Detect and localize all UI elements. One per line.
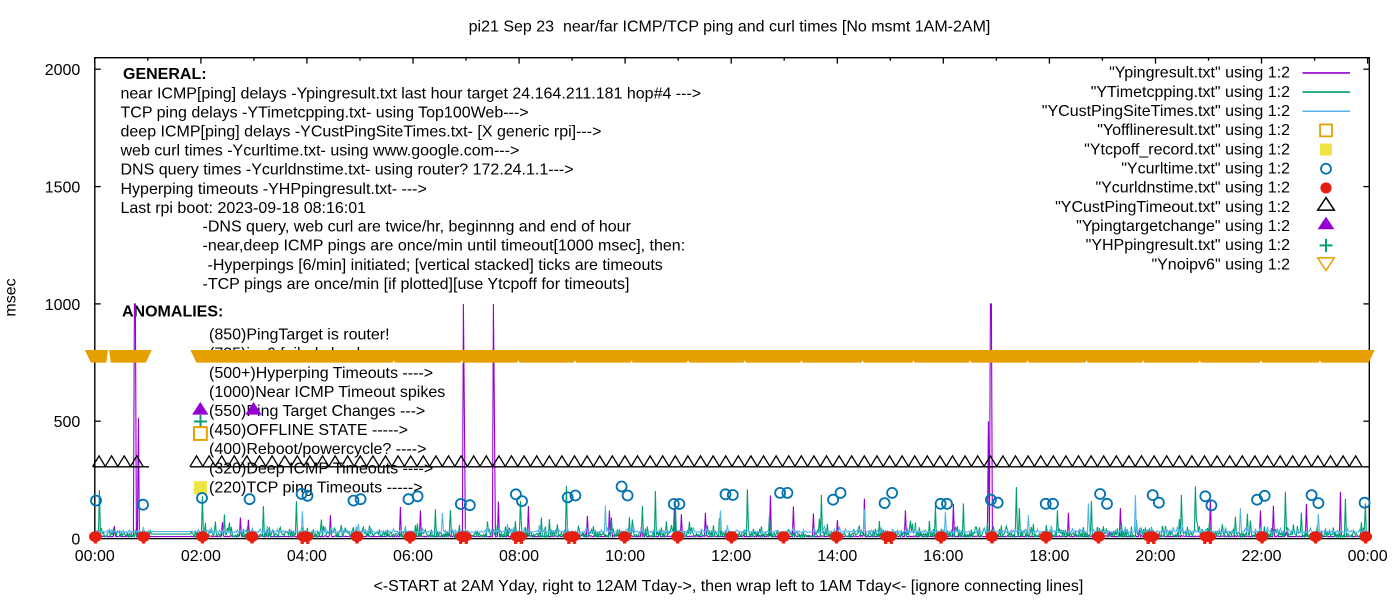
svg-text:"YCustPingSiteTimes.txt" using: "YCustPingSiteTimes.txt" using 1:2 <box>1042 103 1290 120</box>
svg-text:18:00: 18:00 <box>1029 548 1069 565</box>
svg-text:12:00: 12:00 <box>711 548 751 565</box>
svg-text:10:00: 10:00 <box>605 548 645 565</box>
svg-text:Hyperping timeouts -YHPpingres: Hyperping timeouts -YHPpingresult.txt- -… <box>121 181 427 198</box>
svg-text:"Ycurltime.txt" using 1:2: "Ycurltime.txt" using 1:2 <box>1121 161 1290 178</box>
svg-text:-near,deep ICMP pings are once: -near,deep ICMP pings are once/min until… <box>203 238 686 255</box>
svg-text:00:00: 00:00 <box>1348 548 1388 565</box>
svg-text:(1000)Near ICMP Timeout spikes: (1000)Near ICMP Timeout spikes <box>209 384 445 401</box>
svg-text:-Hyperpings [6/min] initiated;: -Hyperpings [6/min] initiated; [vertical… <box>208 257 663 274</box>
svg-text:"YHPpingresult.txt" using 1:2: "YHPpingresult.txt" using 1:2 <box>1086 237 1290 254</box>
svg-text:02:00: 02:00 <box>181 548 221 565</box>
svg-text:(450)OFFLINE STATE ----->: (450)OFFLINE STATE -----> <box>209 422 408 439</box>
svg-text:(220)TCP ping Timeouts ----->: (220)TCP ping Timeouts -----> <box>209 480 423 497</box>
svg-text:"Ypingtargetchange" using 1:2: "Ypingtargetchange" using 1:2 <box>1076 218 1290 235</box>
svg-text:-DNS query, web curl are twice: -DNS query, web curl are twice/hr, begin… <box>203 219 632 236</box>
svg-text:Last rpi boot: 2023-09-18 08:1: Last rpi boot: 2023-09-18 08:16:01 <box>121 200 367 217</box>
svg-text:-TCP pings are once/min [if pl: -TCP pings are once/min [if plotted][use… <box>203 276 630 293</box>
svg-text:pi21 Sep 23 near/far ICMP/TCP: pi21 Sep 23 near/far ICMP/TCP ping and c… <box>469 19 991 36</box>
svg-text:(400)Reboot/powercycle? ---->: (400)Reboot/powercycle? ----> <box>209 441 426 458</box>
svg-text:22:00: 22:00 <box>1242 548 1282 565</box>
svg-text:04:00: 04:00 <box>287 548 327 565</box>
svg-text:16:00: 16:00 <box>923 548 963 565</box>
svg-text:2000: 2000 <box>45 62 81 79</box>
svg-text:1000: 1000 <box>45 297 81 314</box>
svg-text:near ICMP[ping] delays -Ypingr: near ICMP[ping] delays -Ypingresult.txt … <box>121 85 702 102</box>
svg-text:GENERAL:: GENERAL: <box>123 66 207 83</box>
svg-text:"YTimetcpping.txt" using 1:2: "YTimetcpping.txt" using 1:2 <box>1091 84 1290 101</box>
svg-text:web curl times -Ycurltime.txt-: web curl times -Ycurltime.txt- using www… <box>120 143 520 160</box>
svg-text:<-START at 2AM Yday, right to: <-START at 2AM Yday, right to 12AM Tday-… <box>373 578 1083 595</box>
svg-text:"Yofflineresult.txt" using 1:2: "Yofflineresult.txt" using 1:2 <box>1097 122 1290 139</box>
svg-text:(850)PingTarget is router!: (850)PingTarget is router! <box>209 326 390 343</box>
svg-text:"Ynoipv6" using 1:2: "Ynoipv6" using 1:2 <box>1151 256 1290 273</box>
svg-text:0: 0 <box>71 531 80 548</box>
svg-text:08:00: 08:00 <box>499 548 539 565</box>
svg-text:00:00: 00:00 <box>75 548 115 565</box>
svg-text:"Ycurldnstime.txt" using 1:2: "Ycurldnstime.txt" using 1:2 <box>1095 180 1290 197</box>
svg-text:06:00: 06:00 <box>393 548 433 565</box>
svg-text:(550)Ping Target Changes --->: (550)Ping Target Changes ---> <box>209 403 425 420</box>
svg-text:20:00: 20:00 <box>1135 548 1175 565</box>
svg-text:14:00: 14:00 <box>817 548 857 565</box>
svg-text:(500+)Hyperping Timeouts ---->: (500+)Hyperping Timeouts ----> <box>209 365 433 382</box>
svg-text:"Ytcpoff_record.txt" using 1:2: "Ytcpoff_record.txt" using 1:2 <box>1084 141 1290 158</box>
svg-text:TCP ping delays -YTimetcpping.: TCP ping delays -YTimetcpping.txt- using… <box>121 104 529 121</box>
svg-text:"Ypingresult.txt" using 1:2: "Ypingresult.txt" using 1:2 <box>1109 65 1290 82</box>
svg-text:ANOMALIES:: ANOMALIES: <box>122 304 223 321</box>
svg-text:deep ICMP[ping] delays -YCustP: deep ICMP[ping] delays -YCustPingSiteTim… <box>121 124 602 141</box>
svg-text:DNS query times -Ycurldnstime.: DNS query times -Ycurldnstime.txt- using… <box>121 162 574 179</box>
svg-text:500: 500 <box>54 414 81 431</box>
svg-text:"YCustPingTimeout.txt" using 1: "YCustPingTimeout.txt" using 1:2 <box>1055 199 1290 216</box>
svg-text:msec: msec <box>3 278 20 316</box>
svg-text:1500: 1500 <box>45 179 81 196</box>
